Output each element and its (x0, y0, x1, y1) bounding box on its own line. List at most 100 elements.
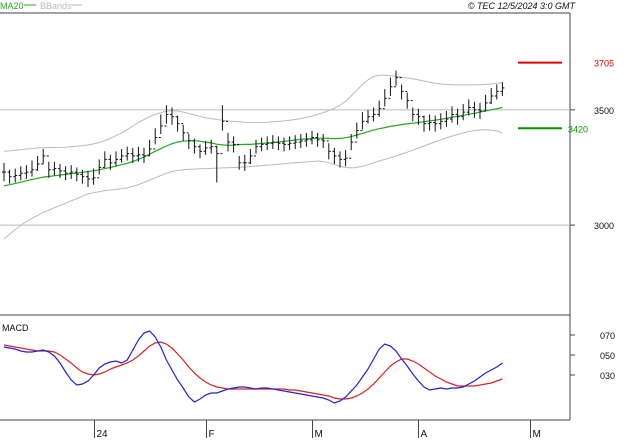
ohlc-bar (394, 70, 398, 88)
ohlc-bars (2, 70, 505, 188)
x-tick-label-1: F (209, 429, 215, 440)
ohlc-bar (192, 138, 197, 154)
ohlc-bar (265, 136, 270, 151)
ohlc-bar (293, 135, 298, 150)
bb-lower-line (3, 129, 503, 240)
legend-ma20: MA20 (0, 1, 24, 11)
ohlc-bar (354, 122, 359, 143)
macd-panel-label: MACD (2, 323, 29, 333)
ohlc-bar (360, 112, 365, 132)
legend-bbands: BBands (40, 1, 72, 11)
ohlc-bar (136, 146, 141, 162)
price-panel: 3000 3500 3705 3420 (0, 12, 614, 316)
y-tick-label-3500: 3500 (594, 106, 614, 116)
ohlc-bar (58, 164, 62, 178)
ohlc-bar (332, 147, 337, 164)
macd-tick-label-070: 070 (600, 331, 615, 341)
ohlc-bar (422, 115, 426, 132)
ohlc-bar (427, 114, 432, 131)
ohlc-bar (74, 167, 79, 182)
ohlc-bar (237, 143, 242, 170)
ohlc-bar (242, 154, 247, 171)
price-gridlines (0, 109, 570, 226)
ohlc-bar (405, 90, 410, 109)
price-levels: 3705 3420 (518, 59, 614, 134)
ohlc-bar (450, 106, 454, 123)
y-tick-label-3000: 3000 (594, 221, 614, 231)
macd-line (3, 330, 503, 404)
ohlc-bar (287, 136, 292, 151)
ohlc-bar (444, 110, 449, 128)
ohlc-bar (489, 87, 494, 105)
level-label-3705: 3705 (594, 59, 614, 69)
ohlc-bar (472, 101, 477, 118)
ohlc-bar (326, 140, 331, 160)
ohlc-bar (170, 107, 174, 125)
ohlc-bar (388, 77, 393, 99)
ohlc-bar (52, 161, 57, 176)
ohlc-bar (175, 115, 180, 132)
ohlc-bar (494, 84, 499, 100)
ohlc-bar (455, 108, 460, 125)
ma20-line-group (3, 106, 503, 187)
ohlc-bar (349, 134, 354, 159)
ohlc-bar (343, 150, 348, 167)
bb-upper-line (3, 74, 503, 152)
ohlc-bar (310, 130, 314, 145)
ohlc-bar (80, 169, 85, 184)
ohlc-bar (7, 169, 12, 184)
x-tick-label-3: A (421, 429, 428, 440)
ohlc-bar (125, 146, 130, 161)
ohlc-bar (13, 168, 18, 183)
ohlc-bar (466, 99, 471, 116)
ohlc-bar (35, 155, 40, 171)
ohlc-bar (259, 137, 264, 152)
ohlc-bar (416, 108, 421, 125)
ohlc-bar (254, 139, 258, 157)
ohlc-bar (97, 159, 102, 179)
ohlc-bar (142, 147, 146, 163)
ohlc-bar (214, 145, 219, 183)
ohlc-bar (500, 82, 505, 96)
macd-lines (3, 330, 503, 404)
ohlc-bar (69, 165, 74, 179)
ohlc-bar (203, 140, 208, 155)
x-tick-label-4: M (533, 429, 541, 440)
macd-tick-label-030: 030 (600, 371, 615, 381)
ohlc-bar (164, 105, 169, 127)
ohlc-bar (433, 115, 438, 132)
ohlc-bar (41, 149, 46, 165)
ohlc-bar (158, 114, 163, 138)
ohlc-bar (91, 168, 96, 185)
ohlc-bar (304, 132, 309, 147)
ohlc-bar (298, 134, 303, 148)
ohlc-bar (410, 100, 415, 122)
ohlc-bar (377, 100, 382, 117)
ohlc-bar (478, 102, 482, 120)
ohlc-bar (198, 144, 202, 159)
ohlc-bar (30, 160, 34, 177)
ohlc-bar (147, 139, 152, 157)
x-tick-label-2: M (315, 429, 323, 440)
ohlc-bar (2, 162, 6, 182)
ohlc-bar (371, 107, 376, 122)
ohlc-bar (119, 149, 124, 163)
price-y-axis-ticks: 3000 3500 (570, 106, 614, 231)
ohlc-bar (24, 165, 29, 179)
macd-y-axis-ticks: 070 050 030 (570, 331, 615, 381)
ohlc-bar (46, 155, 51, 178)
ohlc-bar (186, 132, 191, 150)
ma20-line (3, 106, 503, 187)
ohlc-bar (366, 109, 370, 124)
ohlc-bar (226, 120, 230, 152)
ohlc-bar (282, 137, 286, 152)
ohlc-bar (181, 123, 186, 141)
ohlc-bar (270, 135, 275, 150)
ohlc-bar (18, 166, 23, 181)
ohlc-bar (382, 89, 387, 110)
ohlc-bar (86, 170, 90, 188)
macd-signal-line (3, 341, 503, 400)
bollinger-bands (3, 74, 503, 240)
ohlc-bar (102, 151, 107, 168)
